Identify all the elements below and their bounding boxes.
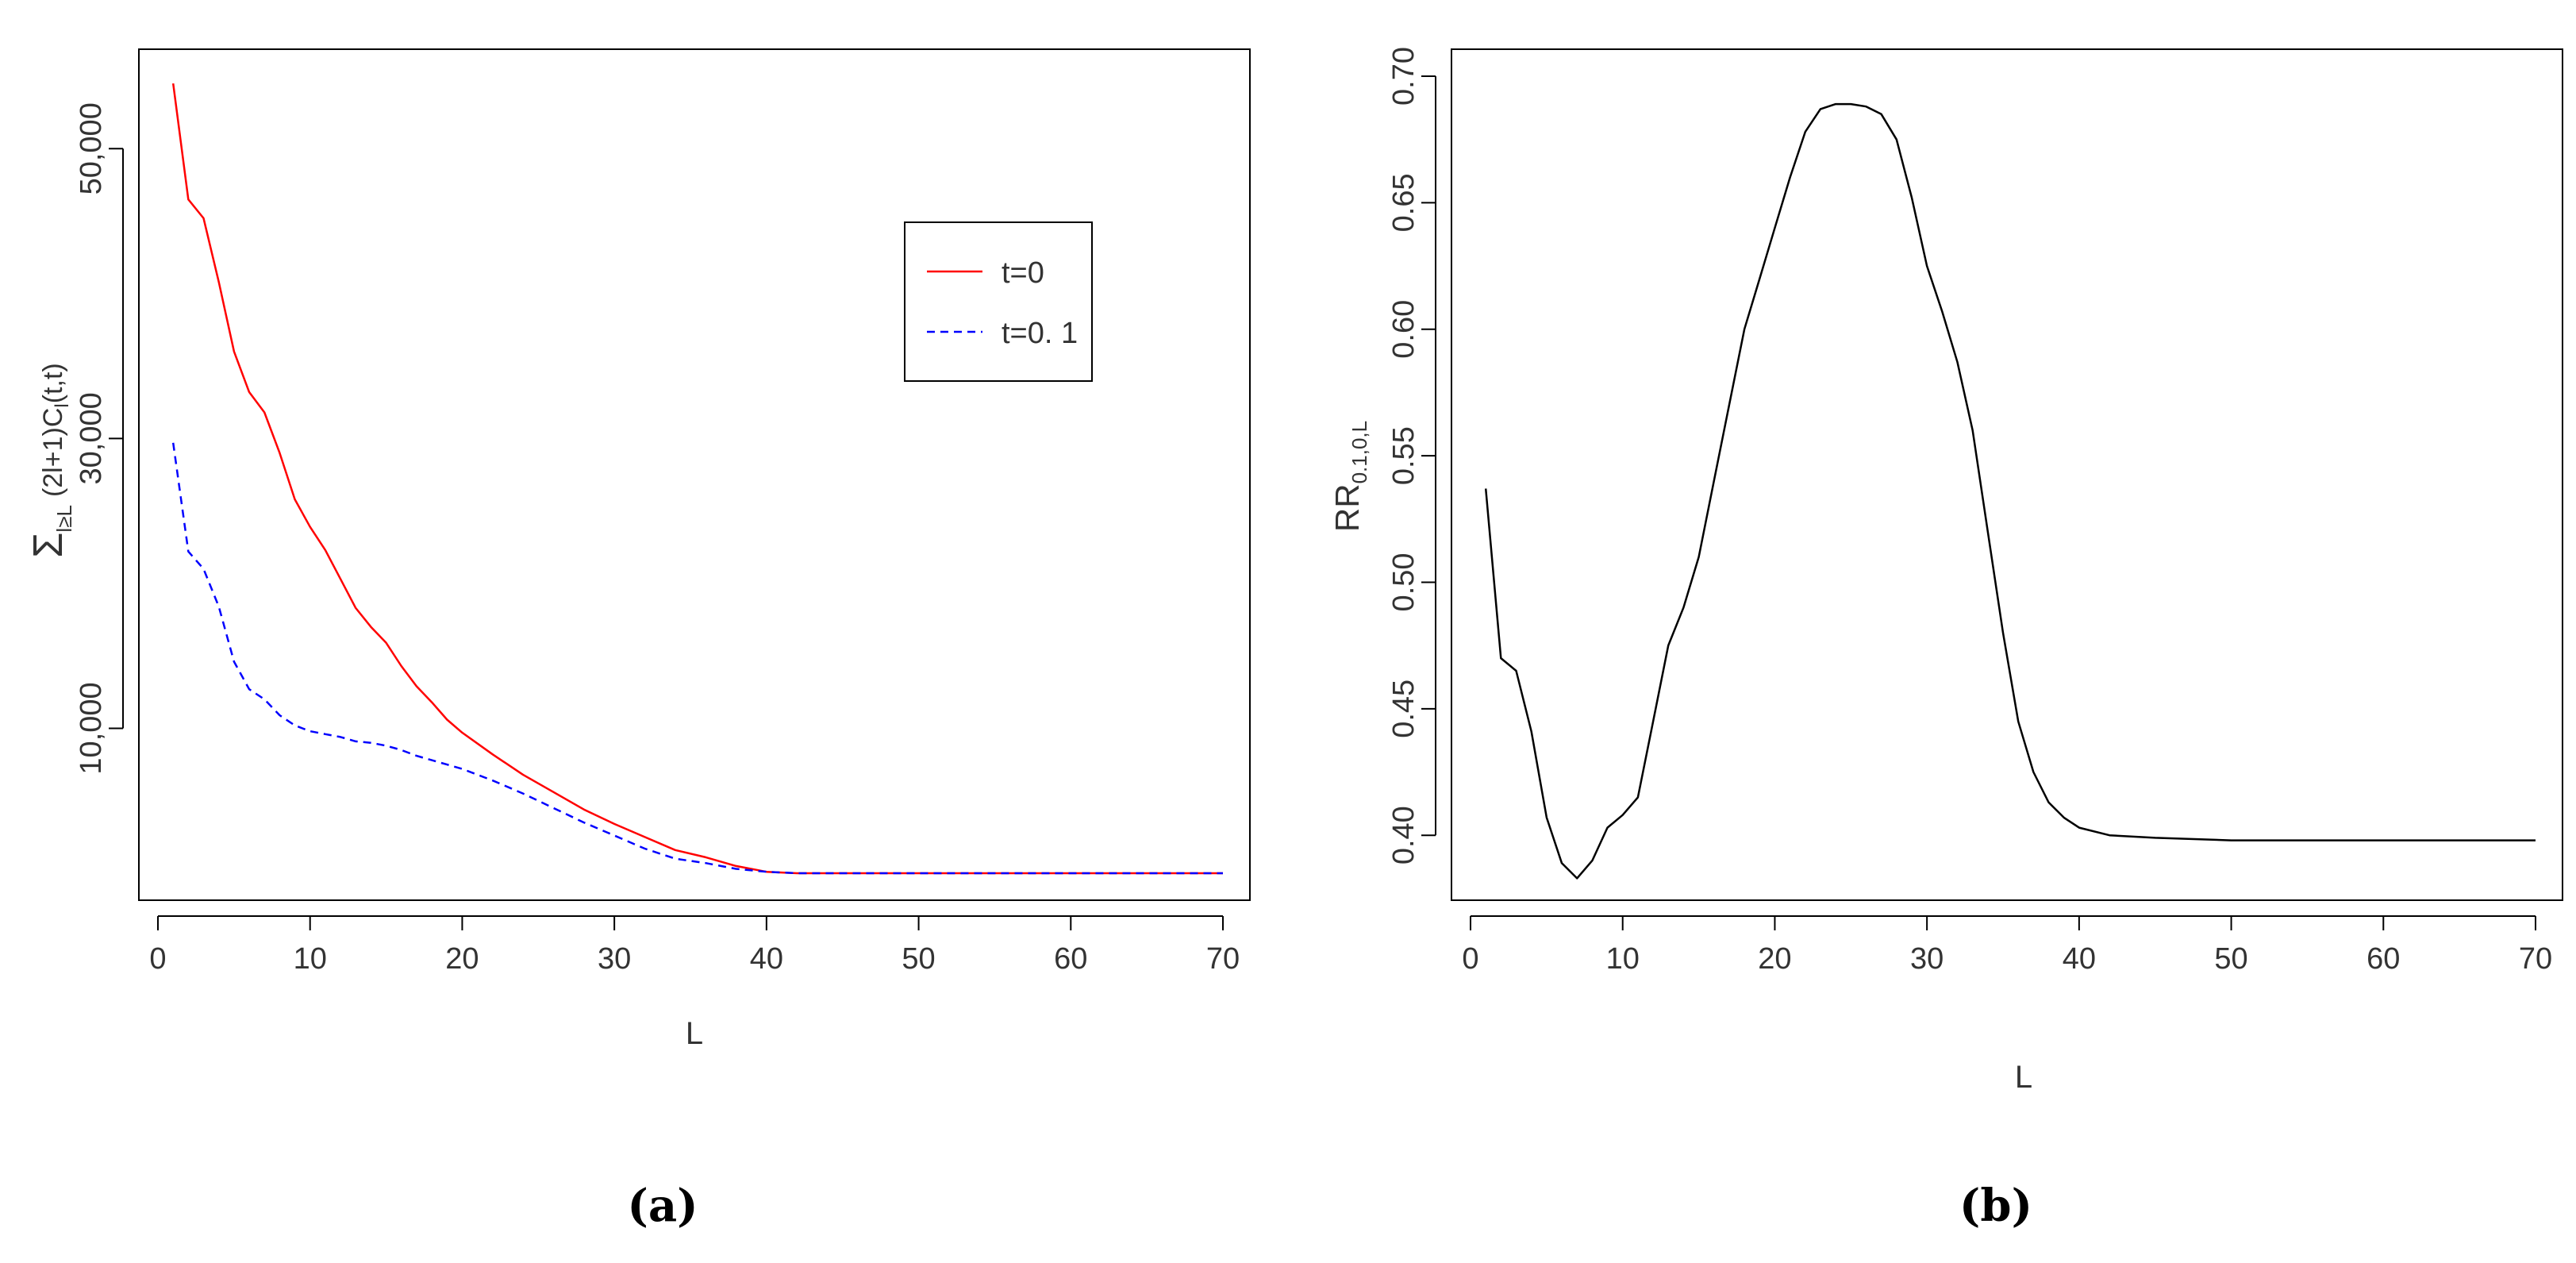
caption-b: (b)	[1959, 1180, 2032, 1232]
x-tick-label: 10	[1606, 942, 1640, 976]
series-line-1	[1484, 102, 2536, 880]
x-tick-label: 0	[1462, 942, 1478, 976]
y-label-sum: Σ	[25, 533, 71, 558]
y-label-b-main: RR	[1328, 483, 1366, 532]
axis-ticks-b: 0 10 20 30 40 50 60 70 0.40 0.45 0.50 0.55 0.60 0.65 0…	[1387, 47, 2552, 976]
y-tick-label: 10,000	[75, 682, 108, 774]
y-label-body: (2l+1)C	[38, 408, 68, 497]
y-tick-label: 0.40	[1387, 806, 1421, 864]
y-axis-label-b: RR0.1,0,L	[1328, 421, 1371, 532]
x-tick-label: 0	[149, 942, 166, 976]
x-tick-label: 20	[445, 942, 479, 976]
x-tick-label: 50	[902, 942, 935, 976]
x-axis-label-a: L	[686, 1016, 703, 1051]
legend-label-t01: t=0. 1	[1002, 317, 1078, 350]
y-label-b-sub: 0.1,0,L	[1348, 421, 1371, 484]
panel-b: 0 10 20 30 40 50 60 70 0.40 0.45 0.50 0.55 0.60 0.65 0…	[1328, 47, 2563, 1232]
y-label-sum-sub: l≥L	[52, 505, 76, 533]
x-tick-label: 50	[2214, 942, 2247, 976]
series-group-a	[171, 83, 1223, 875]
x-tick-label: 70	[1206, 942, 1240, 976]
legend-box	[904, 221, 1093, 382]
x-tick-label: 40	[750, 942, 783, 976]
y-tick-label: 30,000	[75, 392, 108, 484]
x-tick-label: 40	[2063, 942, 2096, 976]
caption-a: (a)	[627, 1180, 698, 1232]
y-tick-label: 0.45	[1387, 680, 1421, 738]
y-tick-label: 0.55	[1387, 426, 1421, 485]
series-line-2	[171, 442, 1223, 875]
y-axis-label-a: Σl≥L (2l+1)Cl(t,t)	[25, 363, 76, 557]
y-label-tail: (t,t)	[38, 363, 68, 403]
y-tick-label: 0.70	[1387, 47, 1421, 106]
legend-label-t0: t=0	[1002, 256, 1044, 290]
y-tick-label: 0.50	[1387, 553, 1421, 611]
series-group-b	[1484, 102, 2536, 880]
x-tick-label: 30	[1910, 942, 1944, 976]
x-tick-label: 60	[2366, 942, 2400, 976]
y-tick-label: 0.65	[1387, 173, 1421, 232]
x-tick-label: 70	[2519, 942, 2552, 976]
y-tick-label: 50,000	[75, 102, 108, 194]
axis-ticks-a: 0 10 20 30 40 50 60 70 10,000 30,000 50,000	[75, 102, 1240, 976]
x-tick-label: 20	[1758, 942, 1791, 976]
plot-box-b	[1451, 48, 2563, 901]
x-tick-label: 10	[294, 942, 327, 976]
x-tick-label: 30	[598, 942, 631, 976]
series-line-1	[171, 83, 1223, 875]
y-label-body-sub: l	[52, 403, 73, 407]
panel-a: 0 10 20 30 40 50 60 70 10,000 30,000 50,000 Σl≥L (2…	[25, 48, 1251, 1232]
legend-a: t=0 t=0. 1	[904, 221, 1093, 382]
y-tick-label: 0.60	[1387, 300, 1421, 359]
x-axis-label-b: L	[2015, 1060, 2032, 1095]
plot-box-a	[138, 48, 1251, 901]
x-tick-label: 60	[1054, 942, 1087, 976]
